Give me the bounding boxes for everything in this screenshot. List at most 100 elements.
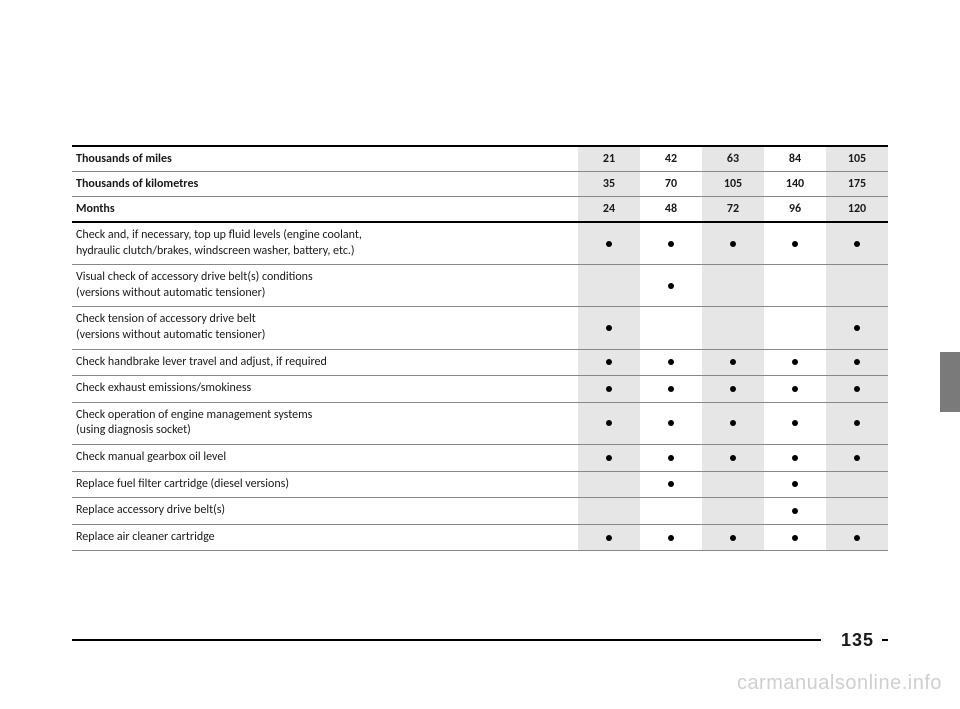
row-label: Check operation of engine management sys… <box>72 402 578 444</box>
row-cell <box>826 265 888 307</box>
bullet-icon <box>668 359 674 365</box>
bullet-icon <box>668 283 674 289</box>
bullet-icon <box>606 325 612 331</box>
bullet-icon <box>606 455 612 461</box>
row-cell <box>578 498 640 525</box>
table-row: Check tension of accessory drive belt (v… <box>72 307 888 349</box>
bullet-icon <box>792 359 798 365</box>
bullet-icon <box>668 535 674 541</box>
table-row: Replace air cleaner cartridge <box>72 524 888 551</box>
row-cell <box>764 524 826 551</box>
row-cell <box>702 376 764 403</box>
bullet-icon <box>854 420 860 426</box>
row-cell <box>640 307 702 349</box>
row-cell <box>764 471 826 498</box>
bullet-icon <box>854 359 860 365</box>
row-cell <box>702 524 764 551</box>
row-cell <box>578 349 640 376</box>
bullet-icon <box>792 455 798 461</box>
row-label: Check and, if necessary, top up fluid le… <box>72 222 578 265</box>
page-number: 135 <box>821 630 882 651</box>
row-cell <box>578 444 640 471</box>
row-cell <box>764 307 826 349</box>
row-cell <box>702 444 764 471</box>
bullet-icon <box>606 535 612 541</box>
bullet-icon <box>854 535 860 541</box>
footer-rule <box>72 639 821 641</box>
header-value: 24 <box>578 197 640 223</box>
row-cell <box>640 222 702 265</box>
bullet-icon <box>854 241 860 247</box>
row-cell <box>764 349 826 376</box>
page-footer: 135 <box>72 628 888 652</box>
table-row: Replace fuel filter cartridge (diesel ve… <box>72 471 888 498</box>
watermark-text: carmanualsonline.info <box>737 672 942 695</box>
bullet-icon <box>606 359 612 365</box>
header-value: 21 <box>578 146 640 172</box>
row-label: Check tension of accessory drive belt (v… <box>72 307 578 349</box>
table-row: Replace accessory drive belt(s) <box>72 498 888 525</box>
table-row: Check handbrake lever travel and adjust,… <box>72 349 888 376</box>
row-cell <box>826 471 888 498</box>
row-cell <box>764 498 826 525</box>
bullet-icon <box>854 455 860 461</box>
row-cell <box>578 376 640 403</box>
header-value: 105 <box>826 146 888 172</box>
header-value: 48 <box>640 197 702 223</box>
row-cell <box>764 222 826 265</box>
row-cell <box>578 402 640 444</box>
bullet-icon <box>792 386 798 392</box>
table-row: Check operation of engine management sys… <box>72 402 888 444</box>
row-cell <box>826 376 888 403</box>
bullet-icon <box>730 241 736 247</box>
bullet-icon <box>668 420 674 426</box>
header-value: 72 <box>702 197 764 223</box>
bullet-icon <box>668 481 674 487</box>
row-label: Replace air cleaner cartridge <box>72 524 578 551</box>
header-value: 63 <box>702 146 764 172</box>
bullet-icon <box>854 325 860 331</box>
row-cell <box>826 222 888 265</box>
row-label: Check exhaust emissions/smokiness <box>72 376 578 403</box>
row-cell <box>702 222 764 265</box>
row-cell <box>640 444 702 471</box>
header-value: 84 <box>764 146 826 172</box>
row-cell <box>640 498 702 525</box>
bullet-icon <box>606 241 612 247</box>
header-label: Thousands of kilometres <box>72 172 578 197</box>
bullet-icon <box>730 455 736 461</box>
bullet-icon <box>668 386 674 392</box>
row-cell <box>578 471 640 498</box>
row-label: Replace accessory drive belt(s) <box>72 498 578 525</box>
row-cell <box>702 402 764 444</box>
row-cell <box>640 376 702 403</box>
header-label: Months <box>72 197 578 223</box>
row-cell <box>826 444 888 471</box>
bullet-icon <box>606 386 612 392</box>
row-label: Replace fuel filter cartridge (diesel ve… <box>72 471 578 498</box>
row-cell <box>702 471 764 498</box>
bullet-icon <box>792 241 798 247</box>
table-row: Check manual gearbox oil level <box>72 444 888 471</box>
bullet-icon <box>792 535 798 541</box>
row-cell <box>826 524 888 551</box>
row-cell <box>702 498 764 525</box>
row-cell <box>826 498 888 525</box>
row-cell <box>826 349 888 376</box>
chapter-side-tab <box>940 352 960 412</box>
row-cell <box>640 402 702 444</box>
bullet-icon <box>792 508 798 514</box>
row-cell <box>640 524 702 551</box>
row-cell <box>702 265 764 307</box>
row-cell <box>578 307 640 349</box>
header-row: Thousands of kilometres3570105140175 <box>72 172 888 197</box>
bullet-icon <box>668 455 674 461</box>
row-cell <box>640 349 702 376</box>
row-cell <box>764 376 826 403</box>
row-cell <box>826 307 888 349</box>
header-value: 70 <box>640 172 702 197</box>
row-label: Visual check of accessory drive belt(s) … <box>72 265 578 307</box>
header-value: 140 <box>764 172 826 197</box>
maintenance-schedule-table: Thousands of miles21426384105Thousands o… <box>72 145 888 551</box>
bullet-icon <box>730 535 736 541</box>
